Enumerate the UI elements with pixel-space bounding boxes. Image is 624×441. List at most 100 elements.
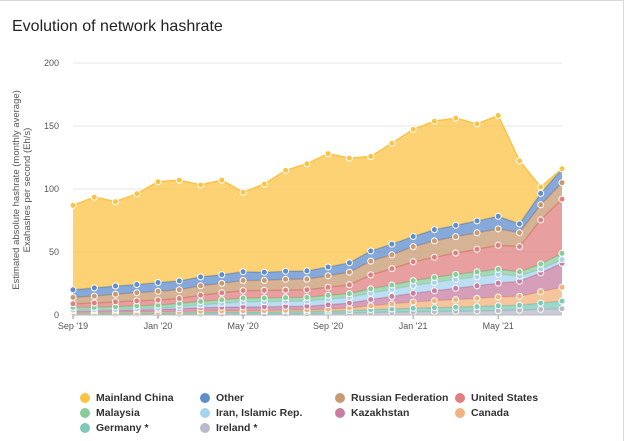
- point-united-states[interactable]: [388, 265, 396, 273]
- point-united-states[interactable]: [133, 297, 141, 305]
- point-canada[interactable]: [473, 294, 481, 302]
- legend-item-mainland-china[interactable]: Mainland China: [80, 392, 174, 404]
- point-malaysia[interactable]: [473, 268, 481, 276]
- point-united-states[interactable]: [303, 286, 311, 294]
- point-germany[interactable]: [516, 301, 523, 309]
- point-ireland[interactable]: [537, 305, 545, 313]
- point-other[interactable]: [90, 284, 98, 292]
- point-united-states[interactable]: [90, 299, 98, 307]
- point-germany[interactable]: [409, 304, 417, 312]
- point-mainland-china[interactable]: [430, 117, 438, 125]
- point-other[interactable]: [218, 271, 226, 279]
- point-canada[interactable]: [516, 292, 523, 300]
- point-russian-federation[interactable]: [409, 243, 417, 251]
- point-mainland-china[interactable]: [388, 139, 396, 147]
- point-united-states[interactable]: [154, 296, 162, 304]
- point-other[interactable]: [112, 282, 119, 290]
- point-united-states[interactable]: [345, 281, 353, 289]
- point-canada[interactable]: [409, 298, 417, 306]
- point-malaysia[interactable]: [537, 260, 545, 268]
- point-canada[interactable]: [494, 293, 502, 301]
- point-russian-federation[interactable]: [239, 277, 247, 284]
- point-other[interactable]: [409, 233, 417, 240]
- point-other[interactable]: [154, 279, 162, 286]
- point-mainland-china[interactable]: [90, 193, 98, 201]
- legend-item-germany[interactable]: Germany *: [80, 422, 149, 434]
- point-malaysia[interactable]: [494, 265, 502, 273]
- point-germany[interactable]: [430, 304, 438, 312]
- point-united-states[interactable]: [516, 243, 523, 251]
- point-other[interactable]: [197, 273, 205, 281]
- point-malaysia[interactable]: [324, 291, 332, 299]
- point-united-states[interactable]: [473, 245, 481, 253]
- point-malaysia[interactable]: [516, 268, 523, 276]
- legend-item-canada[interactable]: Canada: [455, 407, 509, 419]
- point-united-states[interactable]: [367, 271, 375, 279]
- point-iran-islamic-rep[interactable]: [558, 256, 566, 264]
- point-united-states[interactable]: [494, 241, 502, 249]
- point-russian-federation[interactable]: [133, 289, 141, 297]
- point-united-states[interactable]: [112, 298, 119, 306]
- point-united-states[interactable]: [260, 286, 268, 294]
- point-other[interactable]: [388, 240, 396, 248]
- point-mainland-china[interactable]: [154, 178, 162, 186]
- point-russian-federation[interactable]: [324, 272, 332, 280]
- point-kazakhstan[interactable]: [494, 279, 502, 287]
- point-russian-federation[interactable]: [430, 237, 438, 245]
- point-other[interactable]: [430, 226, 438, 234]
- point-mainland-china[interactable]: [452, 114, 460, 122]
- point-other[interactable]: [133, 281, 141, 288]
- point-russian-federation[interactable]: [69, 293, 77, 301]
- point-other[interactable]: [282, 267, 290, 275]
- point-russian-federation[interactable]: [558, 179, 566, 187]
- point-united-states[interactable]: [218, 289, 226, 297]
- point-mainland-china[interactable]: [260, 180, 268, 188]
- point-malaysia[interactable]: [239, 294, 247, 302]
- legend-item-kazakhstan[interactable]: Kazakhstan: [335, 407, 409, 419]
- legend-item-united-states[interactable]: United States: [455, 392, 538, 404]
- point-other[interactable]: [239, 268, 247, 276]
- point-united-states[interactable]: [452, 249, 460, 257]
- point-russian-federation[interactable]: [90, 292, 98, 300]
- point-russian-federation[interactable]: [197, 282, 205, 290]
- point-mainland-china[interactable]: [516, 157, 523, 165]
- point-united-states[interactable]: [324, 283, 332, 291]
- point-mainland-china[interactable]: [303, 160, 311, 168]
- point-other[interactable]: [260, 268, 268, 276]
- point-russian-federation[interactable]: [175, 286, 183, 294]
- point-other[interactable]: [494, 212, 502, 220]
- point-mainland-china[interactable]: [367, 153, 375, 160]
- point-malaysia[interactable]: [409, 277, 417, 285]
- point-malaysia[interactable]: [218, 296, 226, 304]
- point-mainland-china[interactable]: [558, 165, 566, 173]
- point-other[interactable]: [516, 220, 523, 228]
- point-mainland-china[interactable]: [197, 181, 205, 189]
- point-malaysia[interactable]: [345, 290, 353, 298]
- point-united-states[interactable]: [558, 195, 566, 203]
- point-malaysia[interactable]: [452, 270, 460, 278]
- point-germany[interactable]: [558, 297, 566, 305]
- point-canada[interactable]: [558, 283, 566, 291]
- point-canada[interactable]: [452, 296, 460, 304]
- point-mainland-china[interactable]: [537, 183, 545, 191]
- point-united-states[interactable]: [197, 291, 205, 299]
- point-kazakhstan[interactable]: [452, 284, 460, 292]
- point-mainland-china[interactable]: [494, 112, 502, 119]
- point-united-states[interactable]: [282, 286, 290, 294]
- point-kazakhstan[interactable]: [388, 292, 396, 300]
- point-other[interactable]: [367, 247, 375, 255]
- point-russian-federation[interactable]: [345, 268, 353, 276]
- point-mainland-china[interactable]: [218, 176, 226, 184]
- point-russian-federation[interactable]: [282, 275, 290, 283]
- point-kazakhstan[interactable]: [430, 287, 438, 295]
- point-other[interactable]: [452, 221, 460, 229]
- point-other[interactable]: [69, 286, 77, 294]
- point-other[interactable]: [303, 267, 311, 275]
- point-malaysia[interactable]: [558, 249, 566, 257]
- point-united-states[interactable]: [537, 216, 545, 224]
- point-mainland-china[interactable]: [69, 201, 77, 209]
- point-canada[interactable]: [430, 297, 438, 305]
- point-united-states[interactable]: [239, 287, 247, 295]
- point-mainland-china[interactable]: [133, 190, 141, 198]
- point-russian-federation[interactable]: [494, 225, 502, 233]
